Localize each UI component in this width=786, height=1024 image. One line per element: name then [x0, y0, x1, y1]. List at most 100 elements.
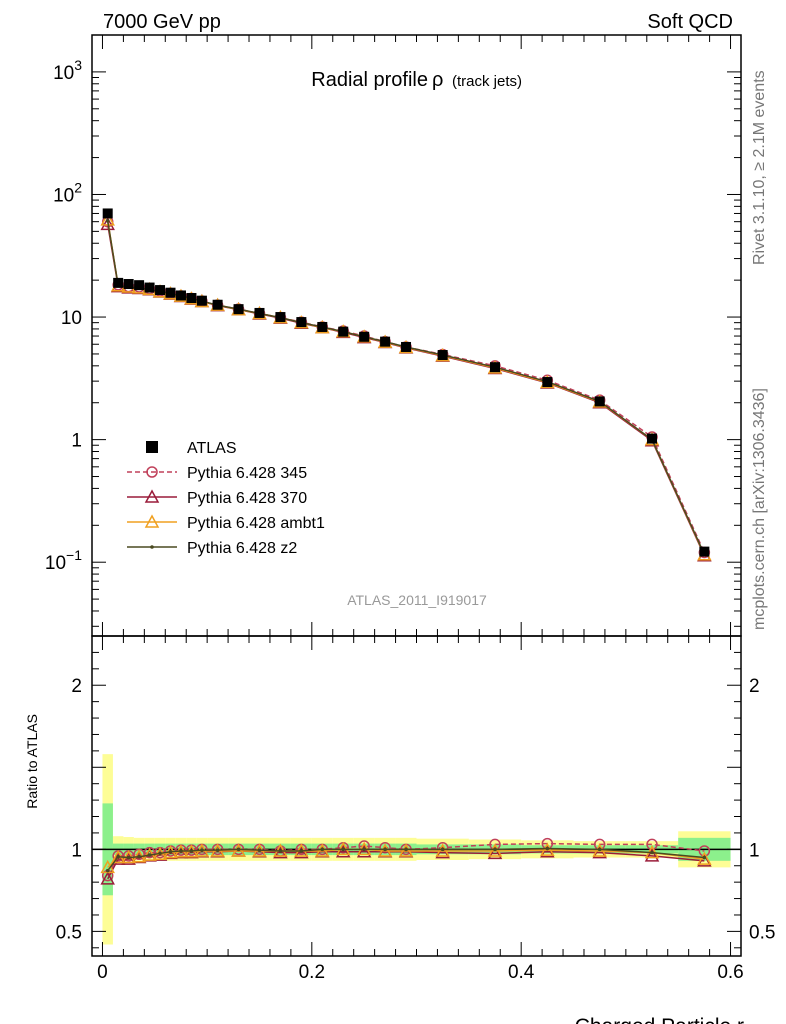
mcplots-label: mcplots.cern.ch [arXiv:1306.3436]	[751, 388, 768, 630]
series-atlas-point	[144, 282, 155, 293]
ratio-series-1-point	[294, 845, 309, 859]
series-atlas-point	[490, 362, 501, 373]
ratio-series-3-point	[278, 849, 283, 853]
legend-label: Pythia 6.428 370	[187, 490, 307, 507]
ratio-series-2-point	[231, 843, 246, 857]
ratio-series-2-point	[377, 843, 393, 857]
ratio-series-1-point	[100, 871, 115, 885]
series-atlas-point	[165, 287, 176, 298]
series-atlas-point	[102, 208, 113, 219]
ratio-y-tick-label: 1	[71, 840, 82, 861]
legend-marker	[150, 545, 154, 549]
chart-subtitle: (track jets)	[452, 73, 522, 90]
series-atlas-point	[123, 279, 134, 290]
ratio-series-2-point	[697, 851, 712, 865]
series-atlas-point	[254, 307, 265, 318]
series-atlas-point	[186, 293, 197, 304]
ratio-series-3-point	[404, 847, 408, 852]
ratio-series-3-point	[200, 848, 204, 852]
ratio-series-2-point	[487, 843, 503, 857]
series-atlas-point	[594, 396, 605, 407]
ratio-series-3-point	[341, 847, 346, 852]
legend-marker-atlas	[146, 441, 158, 453]
ratio-y-tick-label-right: 2	[749, 676, 760, 697]
x-tick-label: 0.4	[508, 962, 535, 983]
series-atlas-point	[155, 285, 166, 296]
chart-title-symbol: ρ	[432, 69, 443, 91]
ratio-series-3-point	[105, 868, 110, 873]
ratio-series-2-point	[540, 842, 555, 856]
main-plot: 10−1 1 10 102 103	[45, 34, 742, 637]
ratio-series-3-point	[597, 847, 602, 852]
ratio-series-3-point	[189, 849, 194, 853]
ratio-series-3-point	[650, 850, 654, 855]
ratio-series-3-point	[236, 847, 241, 852]
ratio-series-3-point	[702, 855, 707, 860]
ratio-series-2-point	[592, 843, 607, 857]
ratio-series-1-point	[540, 844, 555, 858]
legend-marker	[146, 466, 158, 478]
series-atlas-point	[212, 299, 223, 310]
ratio-series-0-point	[379, 841, 391, 854]
ratio-series-1-line	[107, 850, 705, 880]
ratio-series-1-point	[644, 848, 660, 862]
y-tick-label: 103	[53, 57, 82, 84]
y-tick-label: 10	[61, 308, 82, 329]
ratio-y-tick-label-right: 1	[749, 840, 760, 861]
x-axis-label: Charged Particle r	[575, 1015, 744, 1024]
ratio-series-1-point	[273, 845, 288, 859]
ratio-series-3-point	[362, 847, 366, 852]
series-4-point	[105, 218, 110, 223]
series-atlas-point	[359, 331, 370, 342]
chart-title: Radial profile	[311, 69, 428, 91]
series-atlas-point	[647, 433, 658, 444]
series-atlas-point	[113, 277, 124, 288]
x-tick-label: 0.2	[299, 962, 325, 983]
header-left: 7000 GeV pp	[103, 11, 221, 33]
ratio-series-3-point	[320, 847, 325, 852]
series-atlas-point	[275, 312, 286, 323]
ratio-series-1-point	[121, 851, 136, 865]
legend-marker	[144, 514, 160, 528]
series-atlas-point	[317, 321, 328, 332]
analysis-label: ATLAS_2011_I919017	[347, 592, 487, 608]
series-atlas-point	[175, 290, 186, 301]
ratio-series-1-point	[335, 844, 351, 858]
ratio-series-1-point	[592, 845, 607, 859]
y-tick-label: 10−1	[45, 547, 82, 574]
ratio-series-3-point	[545, 846, 550, 851]
ratio-series-2-point	[315, 843, 330, 857]
x-tick-label: 0.6	[717, 962, 743, 983]
ratio-y-axis-label: Ratio to ATLAS	[24, 714, 40, 809]
ratio-series-3-point	[126, 855, 131, 860]
series-atlas-point	[196, 295, 207, 306]
series-atlas-point	[338, 326, 349, 337]
legend-label: Pythia 6.428 ambt1	[187, 515, 325, 532]
ratio-series-1-point	[110, 851, 126, 865]
legend-label: Pythia 6.428 z2	[187, 540, 297, 557]
ratio-series-1-point	[435, 845, 450, 859]
ratio-series-1-point	[487, 845, 503, 860]
ratio-series-3-point	[158, 851, 162, 856]
ratio-series-3-point	[137, 854, 141, 859]
ratio-series-3-point	[383, 847, 387, 852]
header-right: Soft QCD	[647, 11, 733, 33]
ratio-series-3-point	[493, 847, 497, 852]
ratio-series-3-point	[215, 848, 220, 852]
ratio-plot: 0 0.2 0.4 0.6 0.5 0.5 1 1 2 2	[56, 635, 775, 983]
rivet-version-label: Rivet 3.1.10, ≥ 2.1M events	[751, 70, 768, 265]
x-tick-label: 0	[97, 962, 108, 983]
series-atlas-point	[134, 280, 145, 291]
ratio-y-tick-label: 0.5	[56, 922, 82, 943]
y-tick-label: 1	[71, 431, 82, 452]
series-atlas-point	[699, 546, 710, 557]
series-atlas-point	[296, 317, 307, 328]
series-2-point	[100, 216, 115, 231]
ratio-series-2-point	[398, 843, 414, 857]
ratio-frame	[91, 635, 742, 957]
legend-marker	[144, 489, 160, 503]
legend-label: Pythia 6.428 345	[187, 465, 307, 482]
ratio-series-3-point	[116, 854, 120, 859]
